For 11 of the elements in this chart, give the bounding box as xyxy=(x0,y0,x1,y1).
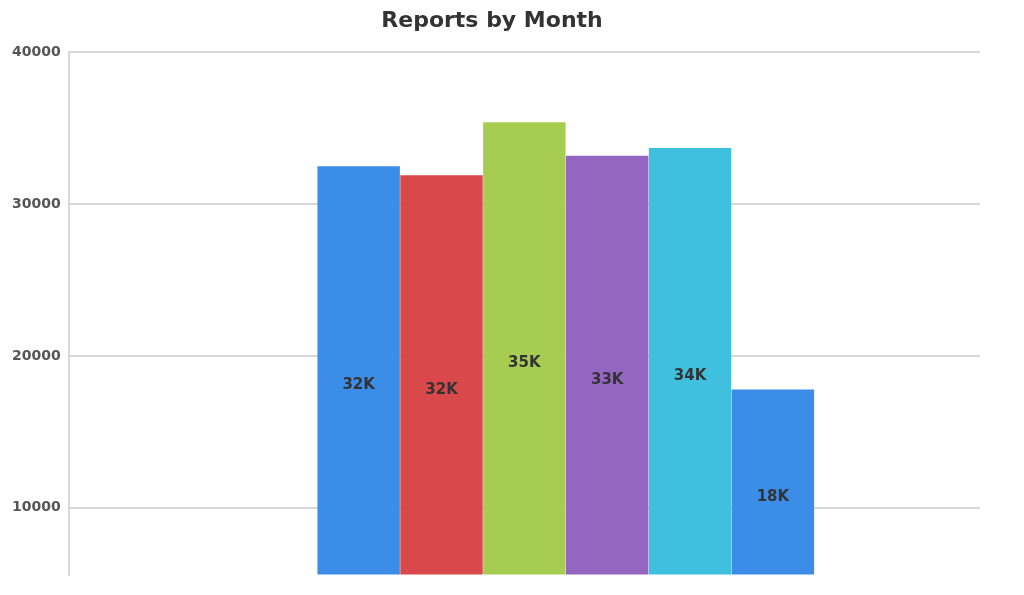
data-label: 33K xyxy=(590,370,625,388)
y-tick-label: 20000 xyxy=(11,346,61,363)
data-label: 18K xyxy=(756,486,791,505)
chart-title: Reports by Month xyxy=(381,6,603,32)
y-tick-label: 10000 xyxy=(11,498,61,515)
y-tick-label: 40000 xyxy=(11,43,61,60)
data-label: 35K xyxy=(508,353,542,372)
data-label: 34K xyxy=(673,366,708,385)
data-label: 32K xyxy=(425,379,460,398)
data-label: 32K xyxy=(342,375,377,394)
y-tick-label: 30000 xyxy=(11,194,61,211)
